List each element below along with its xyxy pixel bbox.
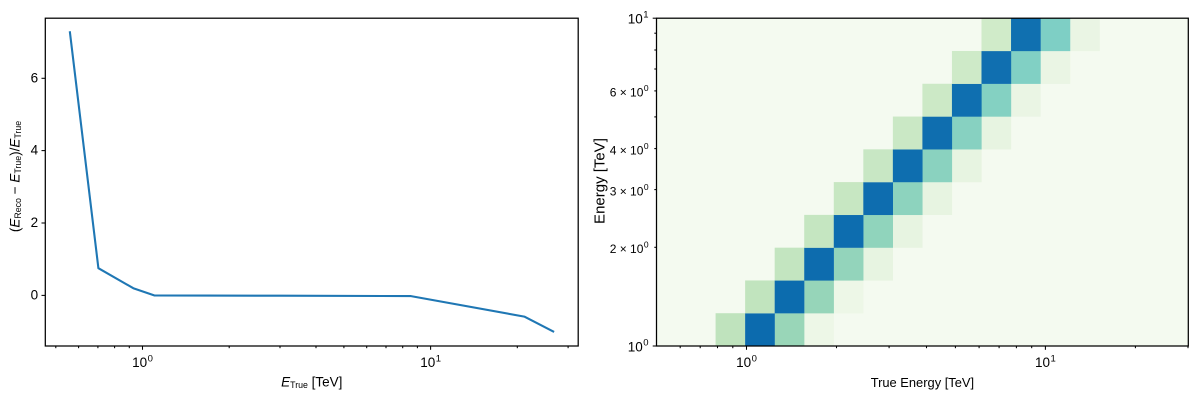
svg-text:0: 0: [31, 288, 39, 303]
svg-text:4: 4: [31, 143, 39, 158]
svg-text:2: 2: [31, 215, 39, 230]
svg-text:1: 1: [436, 353, 441, 364]
svg-text:Energy [TeV]: Energy [TeV]: [592, 138, 609, 224]
svg-text:10: 10: [628, 12, 643, 27]
svg-text:2 × 10: 2 × 10: [610, 242, 644, 256]
svg-text:1: 1: [643, 10, 648, 21]
svg-text:True Energy [TeV]: True Energy [TeV]: [871, 375, 974, 390]
svg-text:3 × 10: 3 × 10: [610, 184, 644, 198]
svg-text:0: 0: [752, 353, 757, 364]
svg-text:ETrue [TeV]: ETrue [TeV]: [281, 375, 342, 391]
svg-text:0: 0: [644, 141, 649, 151]
svg-text:0: 0: [643, 338, 648, 349]
svg-text:6: 6: [31, 70, 39, 85]
svg-text:10: 10: [1035, 355, 1050, 370]
svg-text:4 × 10: 4 × 10: [610, 143, 644, 157]
svg-text:10: 10: [132, 355, 147, 370]
svg-text:0: 0: [644, 83, 649, 93]
svg-text:1: 1: [1051, 353, 1056, 364]
svg-text:10: 10: [736, 355, 751, 370]
svg-text:0: 0: [644, 240, 649, 250]
svg-text:0: 0: [644, 182, 649, 192]
svg-text:6 × 10: 6 × 10: [610, 86, 644, 100]
svg-text:0: 0: [148, 353, 153, 364]
svg-text:10: 10: [420, 355, 435, 370]
svg-text:10: 10: [628, 339, 643, 354]
